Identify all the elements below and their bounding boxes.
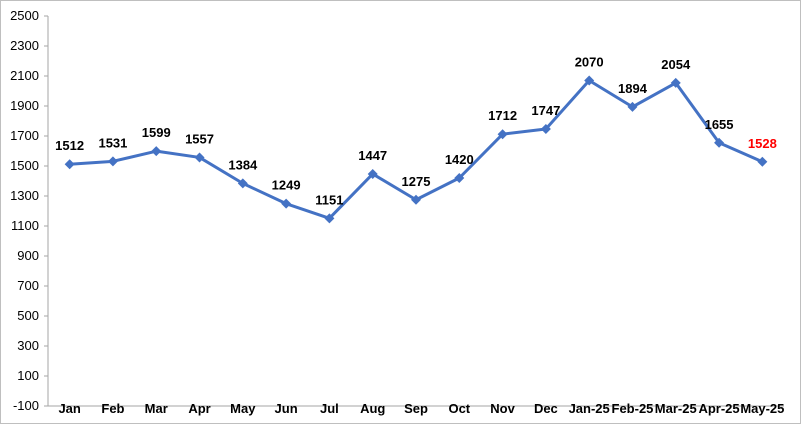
x-tick-label: Aug [360, 401, 385, 416]
data-point-marker [64, 159, 75, 170]
data-label: 1531 [98, 135, 127, 150]
data-point-marker [411, 194, 421, 205]
y-tick-label: 900 [17, 248, 39, 263]
data-point-marker [757, 156, 768, 167]
data-label: 1447 [358, 148, 387, 163]
x-tick-label: Apr [188, 401, 210, 416]
data-label: 1712 [488, 108, 517, 123]
x-tick-label: Sep [404, 401, 428, 416]
data-point-marker [497, 129, 508, 140]
data-point-marker [714, 137, 725, 148]
data-label: 1894 [618, 81, 648, 96]
data-label: 1557 [185, 131, 214, 146]
data-point-marker [454, 173, 465, 183]
data-point-marker [151, 146, 162, 157]
x-tick-label: Jan [58, 401, 80, 416]
x-tick-label: May [230, 401, 256, 416]
y-tick-label: 2100 [10, 68, 39, 83]
data-label: 1655 [705, 117, 734, 132]
y-tick-label: -100 [13, 398, 39, 413]
data-point-marker [324, 213, 335, 224]
data-point-marker [281, 198, 292, 209]
data-point-marker [584, 75, 595, 86]
data-label: 1275 [402, 174, 431, 189]
data-label: 1599 [142, 125, 171, 140]
data-label: 1512 [55, 138, 84, 153]
x-tick-label: Feb [101, 401, 124, 416]
x-tick-label: May-25 [740, 401, 784, 416]
x-tick-label: Feb-25 [612, 401, 654, 416]
y-tick-label: 2300 [10, 38, 39, 53]
y-tick-label: 1700 [10, 128, 39, 143]
data-label: 1420 [445, 152, 474, 167]
y-tick-label: 1300 [10, 188, 39, 203]
y-tick-label: 100 [17, 368, 39, 383]
data-point-marker [627, 101, 638, 112]
y-tick-label: 1500 [10, 158, 39, 173]
x-tick-label: Nov [490, 401, 515, 416]
x-tick-label: Oct [448, 401, 470, 416]
data-label: 2054 [661, 57, 691, 72]
y-tick-label: 1900 [10, 98, 39, 113]
y-tick-label: 300 [17, 338, 39, 353]
data-point-marker [107, 156, 118, 167]
data-point-marker [194, 152, 205, 163]
data-point-marker [367, 168, 378, 179]
x-tick-label: Jun [275, 401, 298, 416]
x-tick-label: Jul [320, 401, 339, 416]
data-label: 2070 [575, 55, 604, 70]
data-label: 1528 [748, 136, 777, 151]
x-tick-label: Apr-25 [698, 401, 739, 416]
x-tick-label: Dec [534, 401, 558, 416]
data-point-marker [670, 77, 681, 88]
x-tick-label: Mar [145, 401, 168, 416]
data-label: 1747 [531, 103, 560, 118]
y-tick-label: 1100 [11, 218, 39, 233]
data-point-marker [540, 123, 551, 134]
x-tick-label: Mar-25 [655, 401, 697, 416]
y-tick-label: 700 [17, 278, 39, 293]
x-tick-label: Jan-25 [569, 401, 610, 416]
data-label: 1151 [315, 192, 343, 207]
y-tick-label: 2500 [10, 8, 39, 23]
y-tick-label: 500 [17, 308, 39, 323]
data-label: 1249 [272, 178, 301, 193]
data-label: 1384 [228, 157, 258, 172]
data-point-marker [237, 178, 248, 189]
